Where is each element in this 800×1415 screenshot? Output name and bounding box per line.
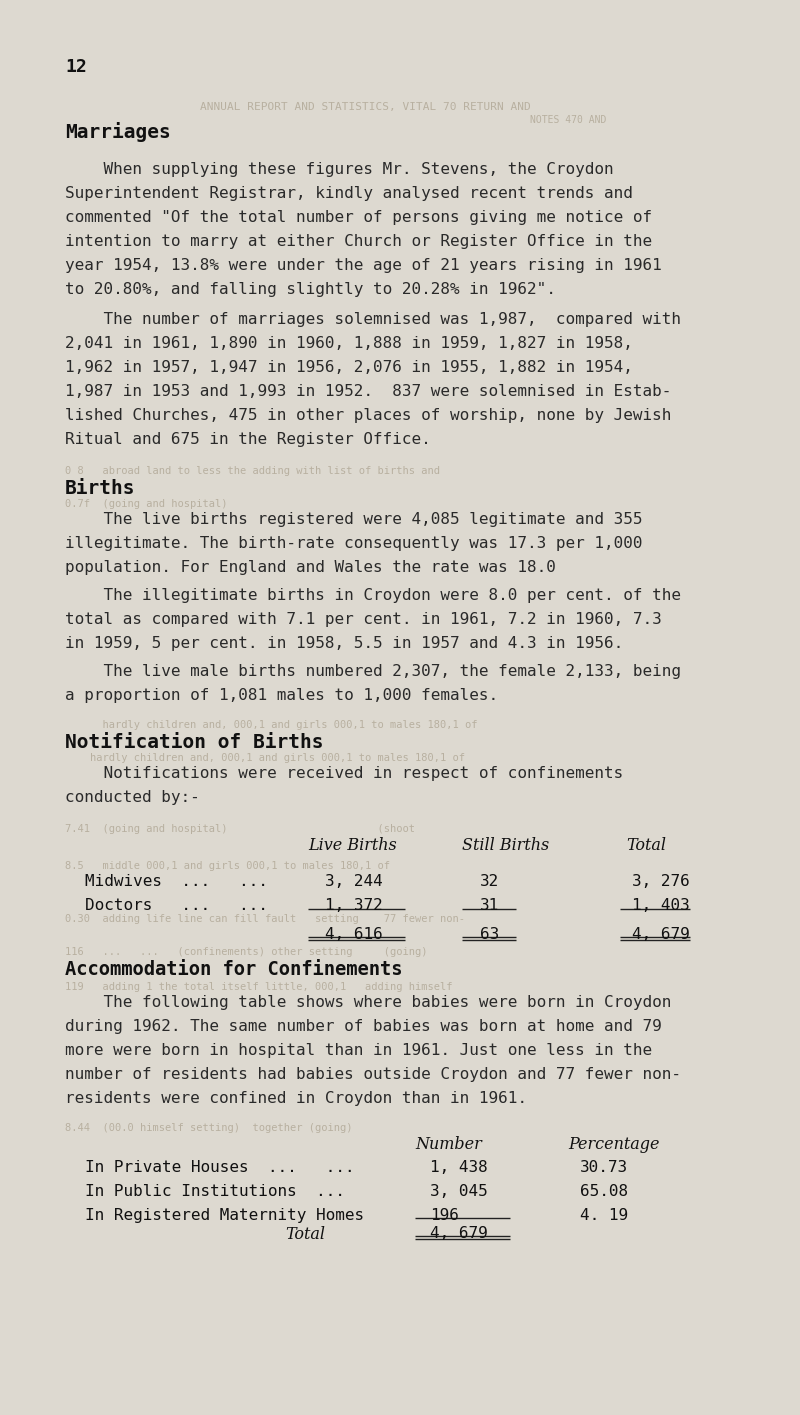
Text: intention to marry at either Church or Register Office in the: intention to marry at either Church or R… (65, 233, 652, 249)
Text: 1,962 in 1957, 1,947 in 1956, 2,076 in 1955, 1,882 in 1954,: 1,962 in 1957, 1,947 in 1956, 2,076 in 1… (65, 359, 633, 375)
Text: year 1954, 13.8% were under the age of 21 years rising in 1961: year 1954, 13.8% were under the age of 2… (65, 258, 662, 273)
Text: 31: 31 (480, 899, 499, 913)
Text: 12: 12 (65, 58, 86, 76)
Text: Marriages: Marriages (65, 122, 170, 142)
Text: lished Churches, 475 in other places of worship, none by Jewish: lished Churches, 475 in other places of … (65, 408, 671, 423)
Text: The following table shows where babies were born in Croydon: The following table shows where babies w… (65, 995, 671, 1010)
Text: In Private Houses  ...   ...: In Private Houses ... ... (85, 1160, 354, 1174)
Text: a proportion of 1,081 males to 1,000 females.: a proportion of 1,081 males to 1,000 fem… (65, 688, 498, 703)
Text: Superintendent Registrar, kindly analysed recent trends and: Superintendent Registrar, kindly analyse… (65, 185, 633, 201)
Text: The number of marriages solemnised was 1,987,  compared with: The number of marriages solemnised was 1… (65, 311, 681, 327)
Text: 8.44  (00.0 himself setting)  together (going): 8.44 (00.0 himself setting) together (go… (65, 1124, 353, 1133)
Text: Total: Total (626, 838, 666, 855)
Text: The illegitimate births in Croydon were 8.0 per cent. of the: The illegitimate births in Croydon were … (65, 589, 681, 603)
Text: Notification of Births: Notification of Births (65, 733, 323, 751)
Text: population. For England and Wales the rate was 18.0: population. For England and Wales the ra… (65, 560, 556, 574)
Text: to 20.80%, and falling slightly to 20.28% in 1962".: to 20.80%, and falling slightly to 20.28… (65, 282, 556, 297)
Text: 3, 276: 3, 276 (632, 874, 690, 889)
Text: Doctors   ...   ...: Doctors ... ... (85, 899, 268, 913)
Text: 0 8   abroad land to less the adding with list of births and: 0 8 abroad land to less the adding with … (65, 466, 440, 475)
Text: Accommodation for Confinements: Accommodation for Confinements (65, 959, 402, 979)
Text: Notifications were received in respect of confinements: Notifications were received in respect o… (65, 766, 623, 781)
Text: during 1962. The same number of babies was born at home and 79: during 1962. The same number of babies w… (65, 1019, 662, 1034)
Text: 1,987 in 1953 and 1,993 in 1952.  837 were solemnised in Estab-: 1,987 in 1953 and 1,993 in 1952. 837 wer… (65, 383, 671, 399)
Text: in 1959, 5 per cent. in 1958, 5.5 in 1957 and 4.3 in 1956.: in 1959, 5 per cent. in 1958, 5.5 in 195… (65, 635, 623, 651)
Text: The live births registered were 4,085 legitimate and 355: The live births registered were 4,085 le… (65, 512, 642, 526)
Text: ANNUAL REPORT AND STATISTICS, VITAL 70 RETURN AND: ANNUAL REPORT AND STATISTICS, VITAL 70 R… (200, 102, 530, 112)
Text: 4, 679: 4, 679 (632, 927, 690, 942)
Text: In Public Institutions  ...: In Public Institutions ... (85, 1184, 345, 1199)
Text: illegitimate. The birth-rate consequently was 17.3 per 1,000: illegitimate. The birth-rate consequentl… (65, 536, 642, 550)
Text: 196: 196 (430, 1208, 459, 1223)
Text: 119   adding 1 the total itself little, 000,1   adding himself: 119 adding 1 the total itself little, 00… (65, 982, 453, 992)
Text: Live Births: Live Births (308, 838, 397, 855)
Text: 4, 679: 4, 679 (430, 1225, 488, 1241)
Text: 1, 438: 1, 438 (430, 1160, 488, 1174)
Text: Ritual and 675 in the Register Office.: Ritual and 675 in the Register Office. (65, 432, 430, 447)
Text: Total: Total (285, 1225, 325, 1242)
Text: total as compared with 7.1 per cent. in 1961, 7.2 in 1960, 7.3: total as compared with 7.1 per cent. in … (65, 613, 662, 627)
Text: 0.7f  (going and hospital): 0.7f (going and hospital) (65, 499, 227, 509)
Text: Midwives  ...   ...: Midwives ... ... (85, 874, 268, 889)
Text: 8.5   middle 000,1 and girls 000,1 to males 180,1 of: 8.5 middle 000,1 and girls 000,1 to male… (65, 860, 390, 872)
Text: residents were confined in Croydon than in 1961.: residents were confined in Croydon than … (65, 1091, 527, 1107)
Text: Percentage: Percentage (568, 1136, 659, 1153)
Text: 30.73: 30.73 (580, 1160, 628, 1174)
Text: Still Births: Still Births (462, 838, 550, 855)
Text: 1, 372: 1, 372 (325, 899, 382, 913)
Text: more were born in hospital than in 1961. Just one less in the: more were born in hospital than in 1961.… (65, 1043, 652, 1058)
Text: 3, 244: 3, 244 (325, 874, 382, 889)
Text: number of residents had babies outside Croydon and 77 fewer non-: number of residents had babies outside C… (65, 1067, 681, 1082)
Text: Number: Number (415, 1136, 482, 1153)
Text: 7.41  (going and hospital)                        (shoot: 7.41 (going and hospital) (shoot (65, 824, 415, 833)
Text: When supplying these figures Mr. Stevens, the Croydon: When supplying these figures Mr. Stevens… (65, 161, 614, 177)
Text: 65.08: 65.08 (580, 1184, 628, 1199)
Text: commented "Of the total number of persons giving me notice of: commented "Of the total number of person… (65, 209, 652, 225)
Text: 4, 616: 4, 616 (325, 927, 382, 942)
Text: 0.30  adding life line can fill fault   setting    77 fewer non-: 0.30 adding life line can fill fault set… (65, 914, 465, 924)
Text: NOTES 470 AND: NOTES 470 AND (530, 115, 606, 125)
Text: 3, 045: 3, 045 (430, 1184, 488, 1199)
Text: The live male births numbered 2,307, the female 2,133, being: The live male births numbered 2,307, the… (65, 664, 681, 679)
Text: hardly children and, 000,1 and girls 000,1 to males 180,1 of: hardly children and, 000,1 and girls 000… (65, 720, 478, 730)
Text: conducted by:-: conducted by:- (65, 790, 200, 805)
Text: 4. 19: 4. 19 (580, 1208, 628, 1223)
Text: 1, 403: 1, 403 (632, 899, 690, 913)
Text: 2,041 in 1961, 1,890 in 1960, 1,888 in 1959, 1,827 in 1958,: 2,041 in 1961, 1,890 in 1960, 1,888 in 1… (65, 335, 633, 351)
Text: 63: 63 (480, 927, 499, 942)
Text: Births: Births (65, 480, 135, 498)
Text: In Registered Maternity Homes: In Registered Maternity Homes (85, 1208, 364, 1223)
Text: 116   ...   ...   (confinements) other setting     (going): 116 ... ... (confinements) other setting… (65, 947, 427, 957)
Text: hardly children and, 000,1 and girls 000,1 to males 180,1 of: hardly children and, 000,1 and girls 000… (65, 753, 465, 763)
Text: 32: 32 (480, 874, 499, 889)
